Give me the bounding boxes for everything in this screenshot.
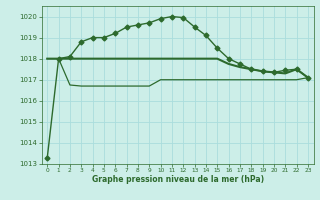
X-axis label: Graphe pression niveau de la mer (hPa): Graphe pression niveau de la mer (hPa) (92, 175, 264, 184)
